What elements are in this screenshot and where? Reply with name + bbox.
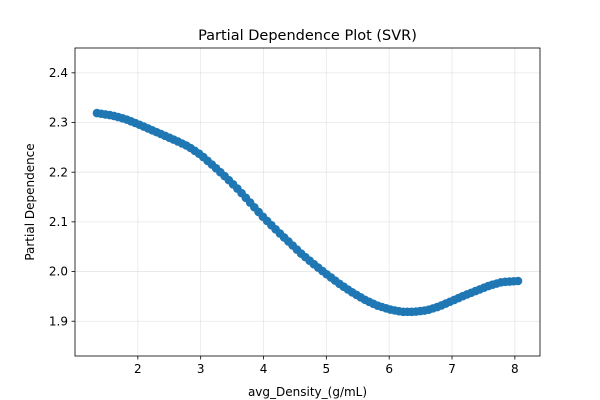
- x-tick-label: 8: [511, 362, 519, 376]
- axis-ticks: 2 3 4 5 6 7 8 1.9 2.0 2.1 2.2 2.3 2.4: [49, 66, 519, 376]
- x-tick-label: 2: [134, 362, 142, 376]
- y-tick-label: 2.3: [49, 116, 68, 130]
- x-tick-label: 5: [323, 362, 331, 376]
- x-tick-label: 4: [260, 362, 268, 376]
- y-axis-label: Partial Dependence: [23, 143, 37, 260]
- x-tick-label: 7: [448, 362, 456, 376]
- x-axis-label: avg_Density_(g/mL): [248, 385, 367, 399]
- data-point: [513, 276, 523, 286]
- y-tick-label: 1.9: [49, 314, 68, 328]
- data-points: [92, 108, 523, 317]
- grid: [75, 48, 540, 356]
- y-tick-label: 2.0: [49, 265, 68, 279]
- y-tick-label: 2.4: [49, 66, 68, 80]
- chart-title: Partial Dependence Plot (SVR): [198, 28, 417, 44]
- y-tick-label: 2.2: [49, 165, 68, 179]
- x-tick-label: 6: [385, 362, 393, 376]
- x-tick-label: 3: [197, 362, 205, 376]
- plot-frame: [74, 47, 541, 357]
- y-tick-label: 2.1: [49, 215, 68, 229]
